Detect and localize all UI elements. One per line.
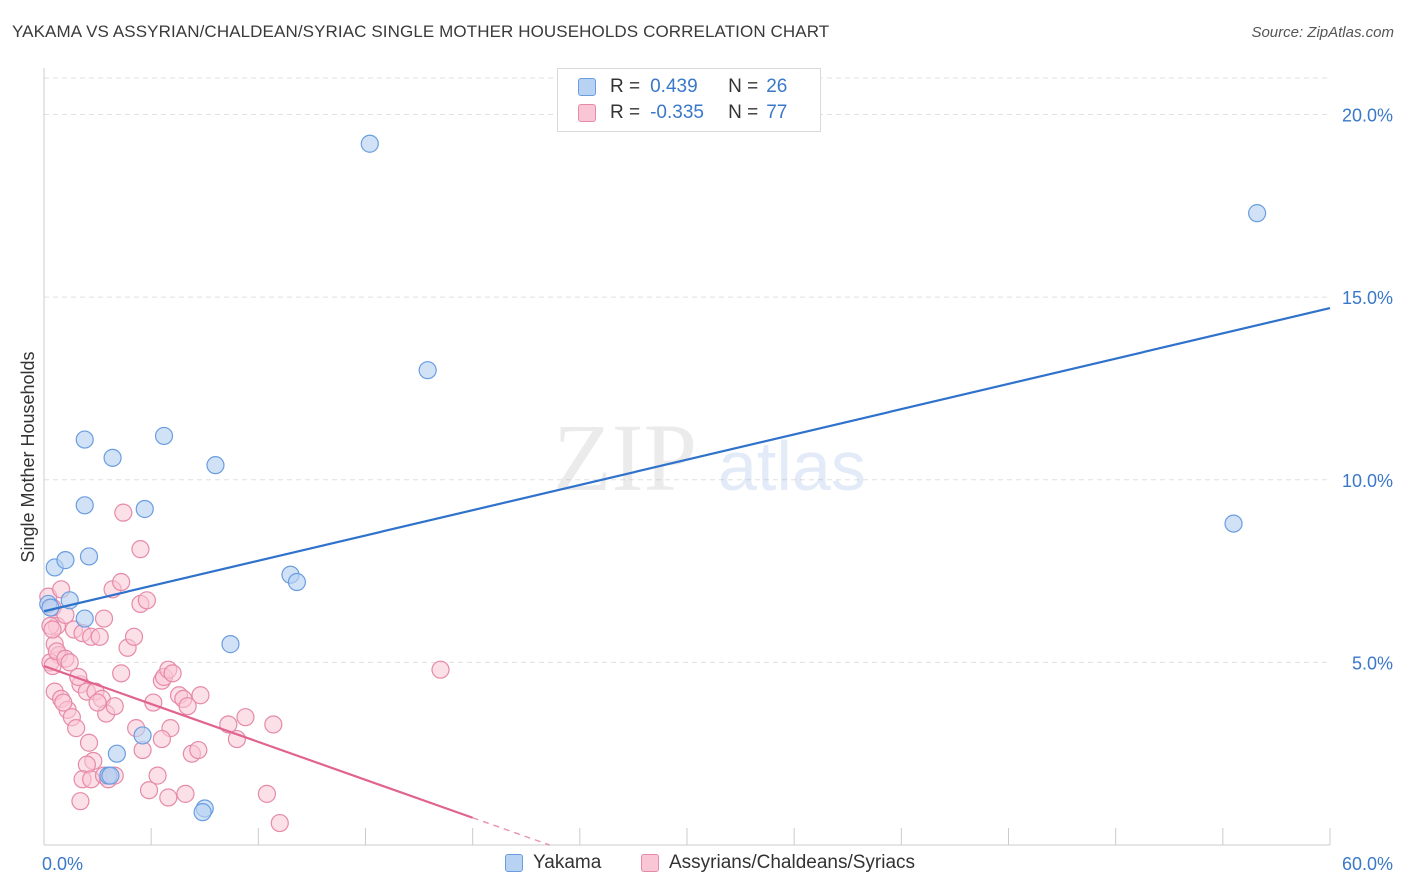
watermark: ZIP atlas — [553, 404, 866, 511]
data-point-yakama — [1224, 514, 1243, 533]
series-assyrian-points — [39, 503, 450, 833]
data-point-yakama — [103, 448, 122, 467]
data-point-assyrian — [191, 686, 210, 705]
data-point-yakama — [75, 609, 94, 628]
data-point-yakama — [193, 803, 212, 822]
legend-label-assyrian: Assyrians/Chaldeans/Syriacs — [669, 852, 916, 873]
data-point-yakama — [1248, 204, 1267, 223]
series-yakama-points — [39, 134, 1267, 822]
data-point-assyrian — [112, 664, 131, 683]
y-axis-label: Single Mother Households — [18, 351, 38, 562]
data-point-yakama — [75, 430, 94, 449]
trend-line-assyrian — [43, 664, 474, 819]
legend-label-yakama: Yakama — [533, 852, 602, 873]
data-point-yakama — [107, 744, 126, 763]
data-point-assyrian — [112, 572, 131, 592]
data-point-assyrian — [178, 697, 197, 716]
legend-r-value: -0.335 — [650, 102, 704, 123]
data-point-assyrian — [163, 664, 182, 683]
data-point-assyrian — [131, 540, 150, 559]
data-point-assyrian — [189, 740, 208, 760]
trend-line-yakama — [43, 307, 1331, 613]
legend-r-value: 0.439 — [650, 76, 698, 97]
legend-n-value: 77 — [766, 102, 788, 123]
source-credit: Source: ZipAtlas.com — [1251, 24, 1394, 41]
data-point-assyrian — [90, 627, 109, 646]
data-point-assyrian — [71, 792, 90, 811]
legend-n-label: N = — [728, 102, 759, 123]
data-point-yakama — [75, 496, 94, 515]
data-point-assyrian — [137, 591, 156, 610]
data-point-assyrian — [159, 788, 178, 807]
trend-line-assyrian-extension — [472, 817, 550, 846]
data-point-yakama — [79, 547, 99, 566]
data-point-yakama — [287, 572, 307, 592]
grid-lines — [44, 77, 1330, 663]
data-point-assyrian — [264, 715, 283, 734]
data-point-assyrian — [94, 609, 114, 628]
data-point-assyrian — [270, 813, 289, 833]
data-point-assyrian — [139, 781, 159, 800]
legend-item-assyrian: Assyrians/Chaldeans/Syriacs — [641, 852, 915, 874]
data-point-yakama — [135, 499, 154, 519]
watermark-atlas: atlas — [718, 427, 866, 505]
data-point-yakama — [101, 766, 120, 785]
y-tick-label: 20.0% — [1342, 106, 1393, 126]
legend-swatch-assyrian — [641, 854, 659, 872]
data-point-yakama — [221, 635, 240, 654]
data-point-assyrian — [105, 697, 124, 716]
data-point-yakama — [418, 361, 437, 380]
watermark-zip: ZIP — [553, 404, 697, 511]
data-point-assyrian — [176, 784, 195, 803]
series-legend: Yakama Assyrians/Chaldeans/Syriacs — [0, 852, 1406, 876]
y-tick-label: 10.0% — [1342, 471, 1393, 491]
data-point-assyrian — [152, 729, 171, 749]
data-point-assyrian — [60, 653, 79, 672]
data-point-yakama — [56, 551, 75, 570]
data-point-assyrian — [257, 784, 277, 803]
legend-swatch-yakama — [578, 78, 596, 96]
legend-row-yakama: R = 0.439 N = 26 — [578, 74, 787, 100]
y-tick-label: 15.0% — [1342, 288, 1393, 308]
data-point-assyrian — [431, 660, 450, 679]
data-point-assyrian — [88, 693, 107, 712]
data-point-assyrian — [43, 620, 62, 639]
chart-title: YAKAMA VS ASSYRIAN/CHALDEAN/SYRIAC SINGL… — [12, 22, 830, 41]
legend-n-value: 26 — [766, 76, 788, 97]
data-point-assyrian — [124, 627, 144, 646]
legend-swatch-yakama — [505, 854, 523, 872]
data-point-yakama — [360, 134, 379, 153]
legend-r-label: R = — [610, 102, 641, 123]
data-point-assyrian — [148, 766, 167, 785]
trend-lines — [43, 307, 1331, 846]
legend-n-label: N = — [728, 76, 759, 97]
data-point-yakama — [206, 456, 225, 475]
x-tick-label: 0.0% — [42, 854, 83, 874]
y-tick-label: 5.0% — [1352, 653, 1393, 673]
axes — [43, 68, 1331, 846]
data-point-assyrian — [67, 719, 86, 738]
data-point-assyrian — [79, 733, 99, 752]
tick-labels: 5.0% 10.0% 15.0% 20.0% 0.0% 60.0% — [42, 106, 1393, 874]
data-point-yakama — [133, 726, 152, 745]
correlation-legend: R = 0.439 N = 26 R = -0.335 N = 77 — [557, 68, 821, 132]
x-tick-label: 60.0% — [1342, 854, 1393, 874]
data-point-assyrian — [236, 708, 255, 727]
legend-r-label: R = — [610, 76, 641, 97]
legend-swatch-assyrian — [578, 104, 596, 122]
data-point-assyrian — [54, 693, 73, 712]
legend-row-assyrian: R = -0.335 N = 77 — [578, 100, 787, 126]
data-point-assyrian — [114, 503, 133, 522]
legend-item-yakama: Yakama — [505, 852, 601, 874]
data-point-yakama — [154, 426, 174, 446]
data-point-assyrian — [69, 667, 88, 687]
